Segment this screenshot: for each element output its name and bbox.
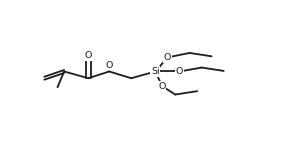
Text: O: O — [85, 51, 92, 60]
Text: O: O — [106, 61, 113, 70]
Text: O: O — [164, 53, 171, 62]
Text: O: O — [176, 67, 183, 76]
Text: Si: Si — [151, 67, 160, 76]
Text: O: O — [158, 82, 166, 91]
